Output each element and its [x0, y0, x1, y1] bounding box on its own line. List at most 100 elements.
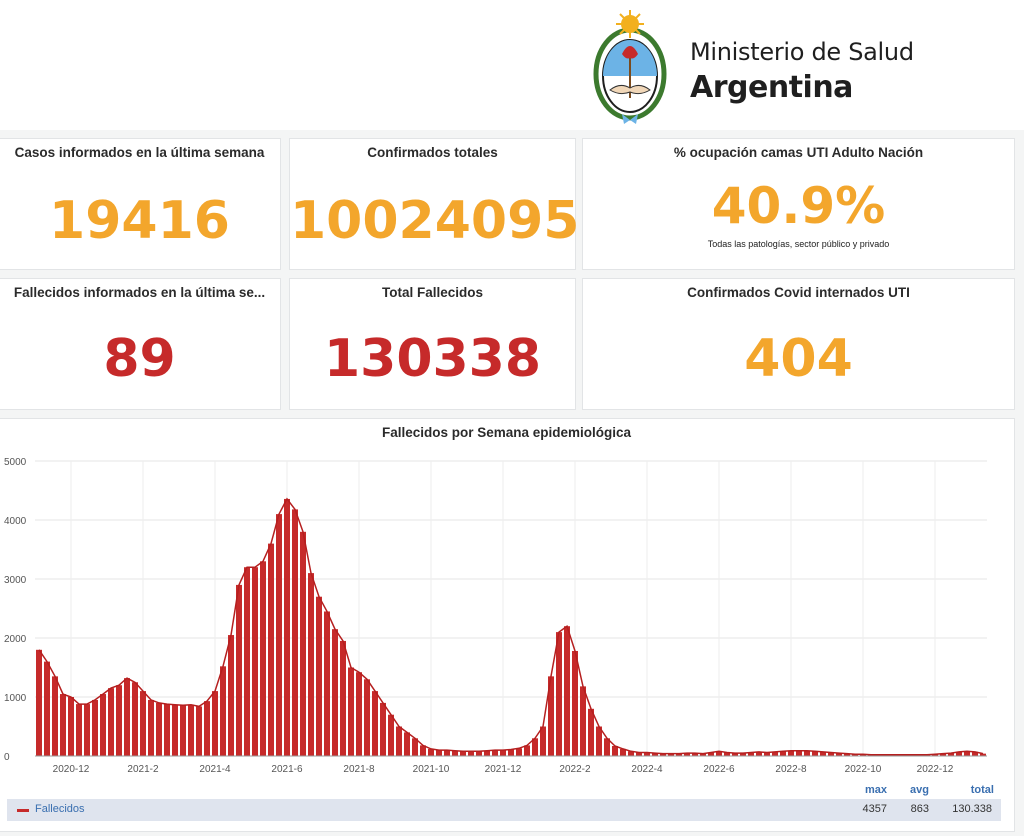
- covid-icu-value: 404: [744, 329, 853, 389]
- bar: [204, 701, 210, 756]
- bar: [764, 752, 770, 756]
- y-tick-label: 5000: [4, 457, 27, 468]
- bar: [300, 531, 306, 756]
- bar: [340, 640, 346, 756]
- bar: [548, 676, 554, 756]
- bar: [508, 749, 514, 756]
- bar: [284, 498, 290, 756]
- bar: [52, 676, 58, 756]
- bar: [140, 691, 146, 756]
- weekly-deaths-title: Fallecidos informados en la última se...: [13, 285, 266, 300]
- bar: [164, 704, 170, 756]
- y-tick-label: 1000: [4, 693, 27, 704]
- x-tick-label: 2021-2: [127, 764, 159, 775]
- bar: [36, 649, 42, 756]
- bar: [252, 567, 258, 756]
- argentina-coat-of-arms-icon: [593, 10, 667, 124]
- bar: [292, 509, 298, 756]
- bar: [188, 704, 194, 756]
- x-tick-label: 2021-4: [199, 764, 231, 775]
- weekly-deaths-card: Fallecidos informados en la última se...…: [0, 278, 281, 410]
- total-confirmed-card: Confirmados totales 10024095: [289, 138, 580, 270]
- bar: [444, 750, 450, 756]
- bar: [260, 561, 266, 756]
- x-tick-label: 2021-12: [485, 764, 522, 775]
- bar: [716, 751, 722, 756]
- bar: [396, 726, 402, 756]
- icu-occupancy-card: % ocupación camas UTI Adulto Nación 40.9…: [582, 138, 1015, 270]
- header: Ministerio de Salud Argentina: [0, 0, 1024, 130]
- bar: [452, 750, 458, 756]
- bar: [948, 753, 954, 756]
- bar: [76, 704, 82, 756]
- bar: [268, 543, 274, 756]
- bar: [100, 694, 106, 756]
- legend-swatch: [17, 809, 29, 812]
- icu-occupancy-note: Todas las patologías, sector público y p…: [707, 239, 890, 249]
- bar: [828, 752, 834, 756]
- bar: [732, 753, 738, 756]
- bar: [932, 754, 938, 756]
- dashboard: Casos informados en la última semana 194…: [0, 130, 1024, 836]
- total-deaths-value: 130338: [323, 329, 542, 389]
- bar: [388, 714, 394, 756]
- bar: [812, 751, 818, 756]
- bar: [852, 754, 858, 756]
- bar: [652, 753, 658, 756]
- bar: [436, 750, 442, 756]
- bar: [580, 686, 586, 756]
- legend-header-max: max: [864, 784, 887, 796]
- deaths-bar-chart: 0 1000 2000 3000 4000 5000 2020-12 2021-2 2021-4…: [4, 457, 987, 775]
- bar: [676, 753, 682, 756]
- total-confirmed-value: 10024095: [290, 191, 580, 251]
- legend-max-value: 4357: [862, 803, 887, 815]
- y-tick-label: 3000: [4, 575, 27, 586]
- bar: [404, 732, 410, 756]
- legend-avg-value: 863: [910, 803, 929, 815]
- bar: [628, 751, 634, 756]
- bar: [380, 702, 386, 756]
- bar: [972, 751, 978, 756]
- bar: [588, 708, 594, 756]
- bar: [612, 745, 618, 756]
- legend-header-total[interactable]: total: [970, 784, 994, 796]
- x-tick-label: 2022-12: [917, 764, 954, 775]
- bar: [420, 745, 426, 756]
- total-deaths-title: Total Fallecidos: [381, 285, 484, 300]
- bar: [700, 753, 706, 756]
- bar: [620, 748, 626, 756]
- bar: [156, 702, 162, 756]
- legend-series-label[interactable]: Fallecidos: [35, 803, 85, 815]
- y-tick-label: 2000: [4, 634, 27, 645]
- bar: [940, 753, 946, 756]
- bar: [740, 753, 746, 756]
- bar: [820, 751, 826, 756]
- bar: [596, 726, 602, 756]
- weekly-cases-title: Casos informados en la última semana: [14, 145, 265, 160]
- bar: [460, 751, 466, 756]
- bar: [660, 753, 666, 756]
- bar: [364, 679, 370, 756]
- bar: [428, 748, 434, 756]
- bar: [772, 751, 778, 756]
- bar: [212, 691, 218, 756]
- bar: [572, 650, 578, 756]
- x-tick-label: 2022-10: [845, 764, 882, 775]
- deaths-chart-panel: Fallecidos por Semana epidemiológica 0 10…: [0, 418, 1015, 832]
- bar: [844, 753, 850, 756]
- x-tick-label: 2022-8: [775, 764, 807, 775]
- bar: [476, 751, 482, 756]
- bar: [836, 753, 842, 756]
- bar: [684, 753, 690, 756]
- y-tick-label: 0: [4, 752, 10, 763]
- bar: [708, 752, 714, 756]
- x-tick-label: 2022-2: [559, 764, 591, 775]
- bar: [804, 750, 810, 756]
- bar: [372, 691, 378, 756]
- legend-row[interactable]: Fallecidos 4357 863 130.338: [7, 799, 1001, 821]
- bar: [308, 573, 314, 756]
- total-deaths-card: Total Fallecidos 130338: [289, 278, 576, 410]
- bar: [756, 751, 762, 756]
- bar: [148, 699, 154, 756]
- bar: [228, 635, 234, 756]
